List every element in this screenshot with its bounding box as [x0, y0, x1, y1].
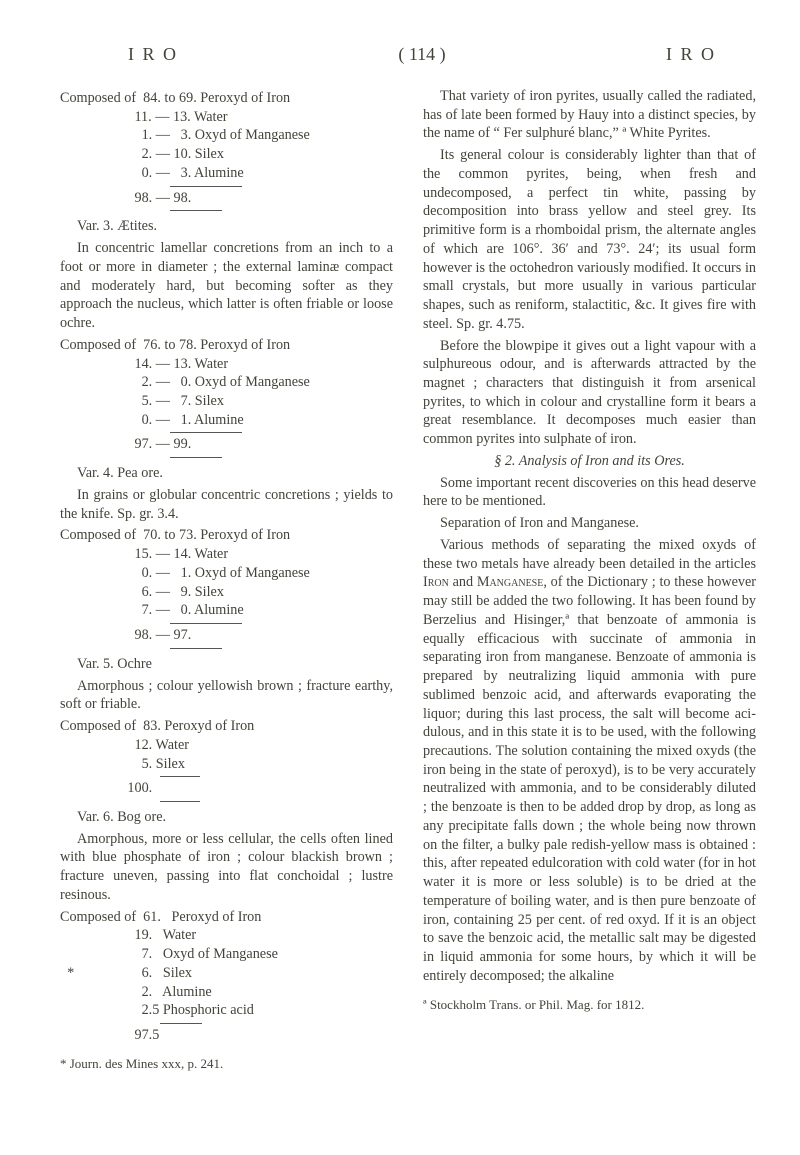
- comp-line: 6. — 9. Silex: [60, 583, 393, 602]
- comp-line: 0. — 1. Oxyd of Manganese: [60, 564, 393, 583]
- footnote-right: ª Stockholm Trans. or Phil. Mag. for 181…: [423, 996, 756, 1013]
- body-text: In concentric lamellar concretions from …: [60, 239, 393, 333]
- comp-line: Composed of 61. Peroxyd of Iron: [60, 908, 393, 927]
- composition-block-2: Composed of 76. to 78. Peroxyd of Iron 1…: [60, 336, 393, 458]
- comp-line: 0. — 3. Alumine: [60, 164, 393, 183]
- left-column: Composed of 84. to 69. Peroxyd of Iron 1…: [60, 87, 393, 1072]
- body-text: Various methods of separating the mixed …: [423, 536, 756, 986]
- comp-line: 2. — 10. Silex: [60, 145, 393, 164]
- text-run: , of the Dictionary ; to these however m…: [423, 574, 756, 983]
- header-center: ( 114 ): [398, 44, 445, 65]
- rule: [170, 648, 222, 649]
- right-column: That variety of iron pyrites, usually ca…: [423, 87, 756, 1072]
- comp-line: Composed of 83. Peroxyd of Iron: [60, 717, 393, 736]
- smallcaps: Iron: [423, 574, 449, 590]
- header-right: I R O: [666, 44, 716, 65]
- body-text: That variety of iron pyrites, usually ca…: [423, 87, 756, 143]
- body-text: Separation of Iron and Manganese.: [423, 514, 756, 533]
- page: I R O ( 114 ) I R O Composed of 84. to 6…: [0, 0, 800, 1155]
- section-heading: § 2. Analysis of Iron and its Ores.: [423, 452, 756, 471]
- running-header: I R O ( 114 ) I R O: [60, 44, 756, 65]
- rule: [170, 210, 222, 211]
- comp-line: Composed of 84. to 69. Peroxyd of Iron: [60, 89, 393, 108]
- rule: [170, 457, 222, 458]
- text-run: and: [449, 574, 477, 590]
- rule: [170, 186, 242, 187]
- rule: [160, 776, 200, 777]
- text-run: That variety of iron pyrites, usually ca…: [423, 88, 756, 141]
- comp-line: 5. Silex: [60, 755, 393, 774]
- comp-line: 1. — 3. Oxyd of Manganese: [60, 126, 393, 145]
- variety-heading: Var. 4. Pea ore.: [60, 464, 393, 483]
- comp-total: 100.: [60, 779, 393, 798]
- comp-line: 2. Alumine: [60, 983, 393, 1002]
- comp-line: 2.5 Phosphoric acid: [60, 1001, 393, 1020]
- comp-line: 2. — 0. Oxyd of Manganese: [60, 373, 393, 392]
- comp-total: 97.5: [60, 1026, 393, 1045]
- comp-line: 12. Water: [60, 736, 393, 755]
- comp-line: 7. Oxyd of Manganese: [60, 945, 393, 964]
- body-text: Its general colour is considerably light…: [423, 146, 756, 333]
- comp-line: 15. — 14. Water: [60, 545, 393, 564]
- rule: [170, 432, 242, 433]
- smallcaps: Manganese: [477, 574, 544, 590]
- footnote-left: * Journ. des Mines xxx, p. 241.: [60, 1055, 393, 1072]
- text-columns: Composed of 84. to 69. Peroxyd of Iron 1…: [60, 87, 756, 1072]
- comp-line: Composed of 70. to 73. Peroxyd of Iron: [60, 526, 393, 545]
- composition-block-1: Composed of 84. to 69. Peroxyd of Iron 1…: [60, 89, 393, 211]
- rule: [170, 623, 242, 624]
- comp-line: 5. — 7. Silex: [60, 392, 393, 411]
- body-text: Amorphous, more or less cellular, the ce…: [60, 830, 393, 905]
- comp-line: Composed of 76. to 78. Peroxyd of Iron: [60, 336, 393, 355]
- composition-block-4: Composed of 83. Peroxyd of Iron 12. Wate…: [60, 717, 393, 802]
- comp-total: 98. — 97.: [60, 626, 393, 645]
- text-run: Various methods of separating the mixed …: [423, 537, 756, 572]
- body-text: Before the blowpipe it gives out a light…: [423, 337, 756, 449]
- composition-block-5: Composed of 61. Peroxyd of Iron 19. Wate…: [60, 908, 393, 1045]
- variety-heading: Var. 5. Ochre: [60, 655, 393, 674]
- comp-line: 7. — 0. Alumine: [60, 601, 393, 620]
- body-text: Some important recent discoveries on thi…: [423, 474, 756, 511]
- header-left: I R O: [128, 44, 178, 65]
- comp-line: 19. Water: [60, 926, 393, 945]
- variety-heading: Var. 6. Bog ore.: [60, 808, 393, 827]
- comp-line: 0. — 1. Alumine: [60, 411, 393, 430]
- composition-block-3: Composed of 70. to 73. Peroxyd of Iron 1…: [60, 526, 393, 648]
- comp-line: 11. — 13. Water: [60, 108, 393, 127]
- comp-line: 14. — 13. Water: [60, 355, 393, 374]
- comp-total: 98. — 98.: [60, 189, 393, 208]
- comp-line: * 6. Silex: [60, 964, 393, 983]
- rule: [160, 801, 200, 802]
- variety-heading: Var. 3. Ætites.: [60, 217, 393, 236]
- comp-total: 97. — 99.: [60, 435, 393, 454]
- body-text: Amorphous ; colour yellowish brown ; fra…: [60, 677, 393, 714]
- rule: [160, 1023, 202, 1024]
- body-text: In grains or globular concentric concret…: [60, 486, 393, 523]
